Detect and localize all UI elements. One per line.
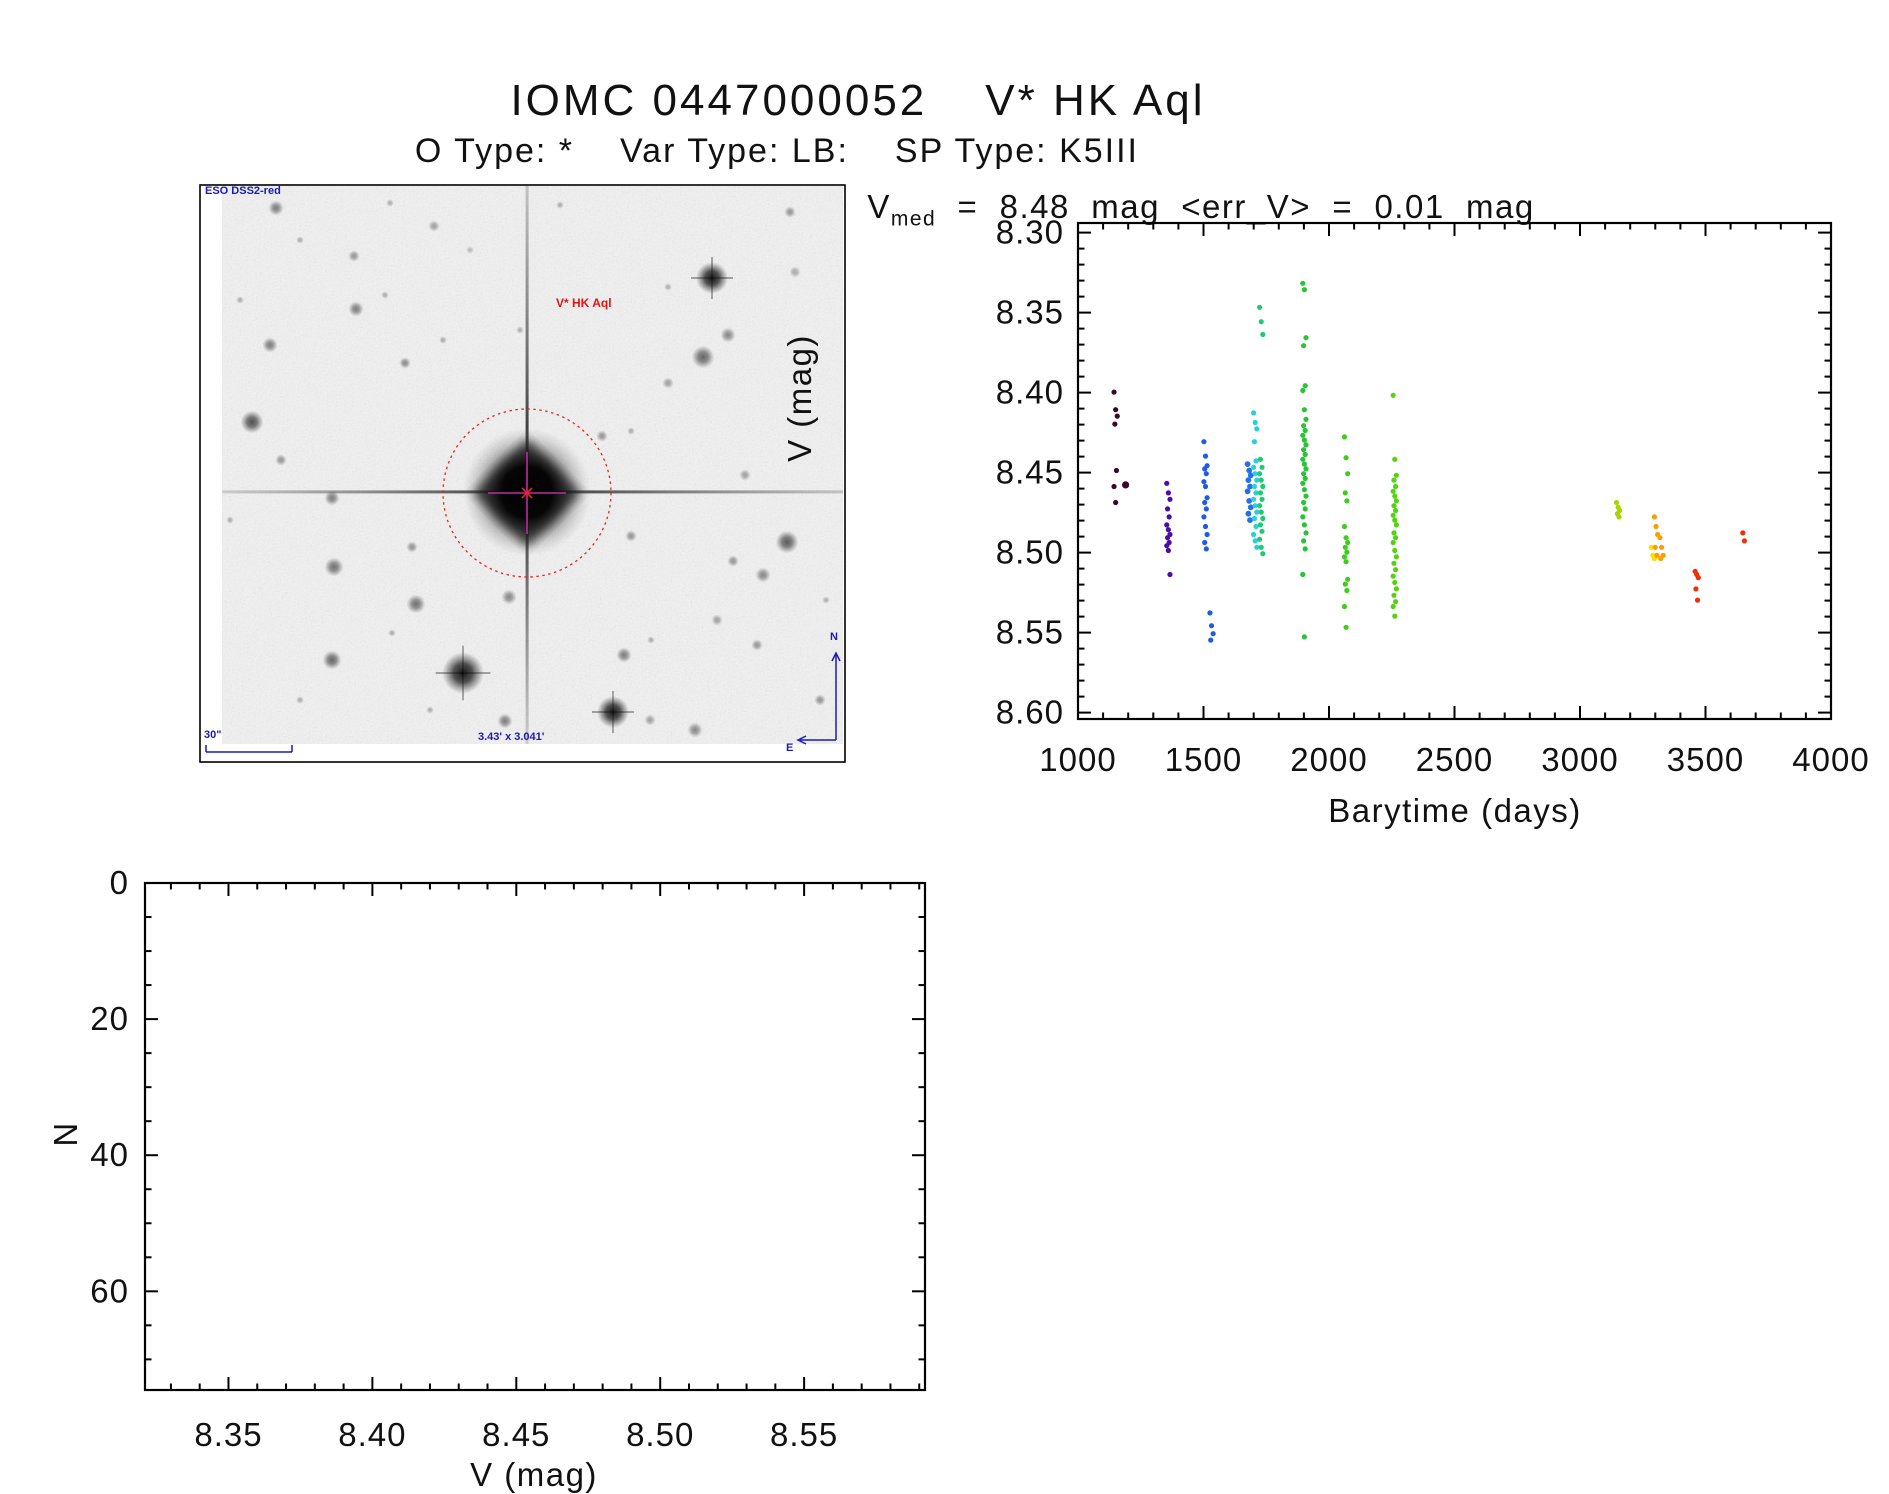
page-title-id: IOMC 0447000052 (510, 76, 928, 125)
tick-labels: 1000 1500 2000 2500 3000 3500 4000 8.30 8.35 8.40… (996, 214, 1869, 778)
lightcurve-title: Vmed = 8.48 mag <err_V> = 0.01 mag (846, 150, 1535, 232)
finder-chart-image (199, 184, 846, 763)
svg-text:8.40: 8.40 (996, 374, 1064, 411)
target-name-label: V* HK Aql (556, 296, 612, 310)
svg-text:8.50: 8.50 (626, 1416, 694, 1453)
compass-east-label: E (786, 742, 794, 754)
svg-text:8.40: 8.40 (338, 1416, 406, 1453)
svg-text:2000: 2000 (1290, 741, 1367, 778)
svg-text:3000: 3000 (1541, 741, 1618, 778)
page-subtitle: O Type: * Var Type: LB: SP Type: K5III (392, 93, 1139, 171)
aperture-circle (442, 408, 612, 578)
svg-text:8.35: 8.35 (996, 294, 1064, 331)
scale-bar (205, 745, 293, 753)
scale-label: 30" (204, 729, 222, 741)
svg-text:0: 0 (110, 864, 129, 901)
lightcurve-title-var: V (867, 188, 891, 225)
lightcurve-plot: 1000 1500 2000 2500 3000 3500 4000 8.30 8.35 8.40… (996, 214, 1869, 778)
lightcurve-title-sub: med (890, 207, 937, 231)
svg-text:8.55: 8.55 (996, 614, 1064, 651)
subtitle-vartype: Var Type: LB: (620, 132, 849, 170)
svg-text:8.35: 8.35 (194, 1416, 262, 1453)
scatter-points (1111, 280, 1748, 643)
svg-text:20: 20 (90, 1000, 129, 1037)
svg-text:8.30: 8.30 (996, 214, 1064, 251)
svg-text:3500: 3500 (1667, 741, 1744, 778)
subtitle-otype: O Type: * (414, 132, 575, 170)
svg-text:1000: 1000 (1039, 741, 1116, 778)
target-crosshair (488, 452, 566, 534)
histogram-xlabel: V (mag) (470, 1456, 598, 1493)
compass-arrows (796, 651, 841, 745)
svg-text:2500: 2500 (1416, 741, 1493, 778)
axes (143, 881, 927, 1392)
svg-text:1500: 1500 (1165, 741, 1242, 778)
lightcurve-title-values: = 8.48 mag <err_V> = 0.01 mag (936, 188, 1535, 225)
histogram-plot: 8.35 8.40 8.45 8.50 8.55 0 20 40 60 (90, 864, 927, 1453)
svg-text:8.50: 8.50 (996, 534, 1064, 571)
svg-text:8.45: 8.45 (996, 454, 1064, 491)
page-title-target: V* HK Aql (985, 76, 1206, 125)
svg-text:60: 60 (90, 1272, 129, 1309)
axes (1076, 221, 1833, 721)
subtitle-sptype: SP Type: K5III (894, 132, 1139, 170)
lightcurve-xlabel: Barytime (days) (1328, 792, 1582, 829)
survey-label: ESO DSS2-red (205, 185, 281, 197)
lightcurve-ylabel: V (mag) (781, 334, 818, 462)
svg-text:4000: 4000 (1792, 741, 1869, 778)
page-title: IOMC 0447000052 V* HK Aql (480, 26, 1205, 126)
svg-text:8.55: 8.55 (770, 1416, 838, 1453)
field-stars (226, 199, 830, 738)
tick-labels: 8.35 8.40 8.45 8.50 8.55 0 20 40 60 (90, 864, 838, 1453)
svg-text:8.60: 8.60 (996, 694, 1064, 731)
fov-label: 3.43' x 3.041' (478, 731, 545, 743)
compass-north-label: N (830, 631, 838, 643)
svg-text:8.45: 8.45 (482, 1416, 550, 1453)
svg-text:40: 40 (90, 1136, 129, 1173)
